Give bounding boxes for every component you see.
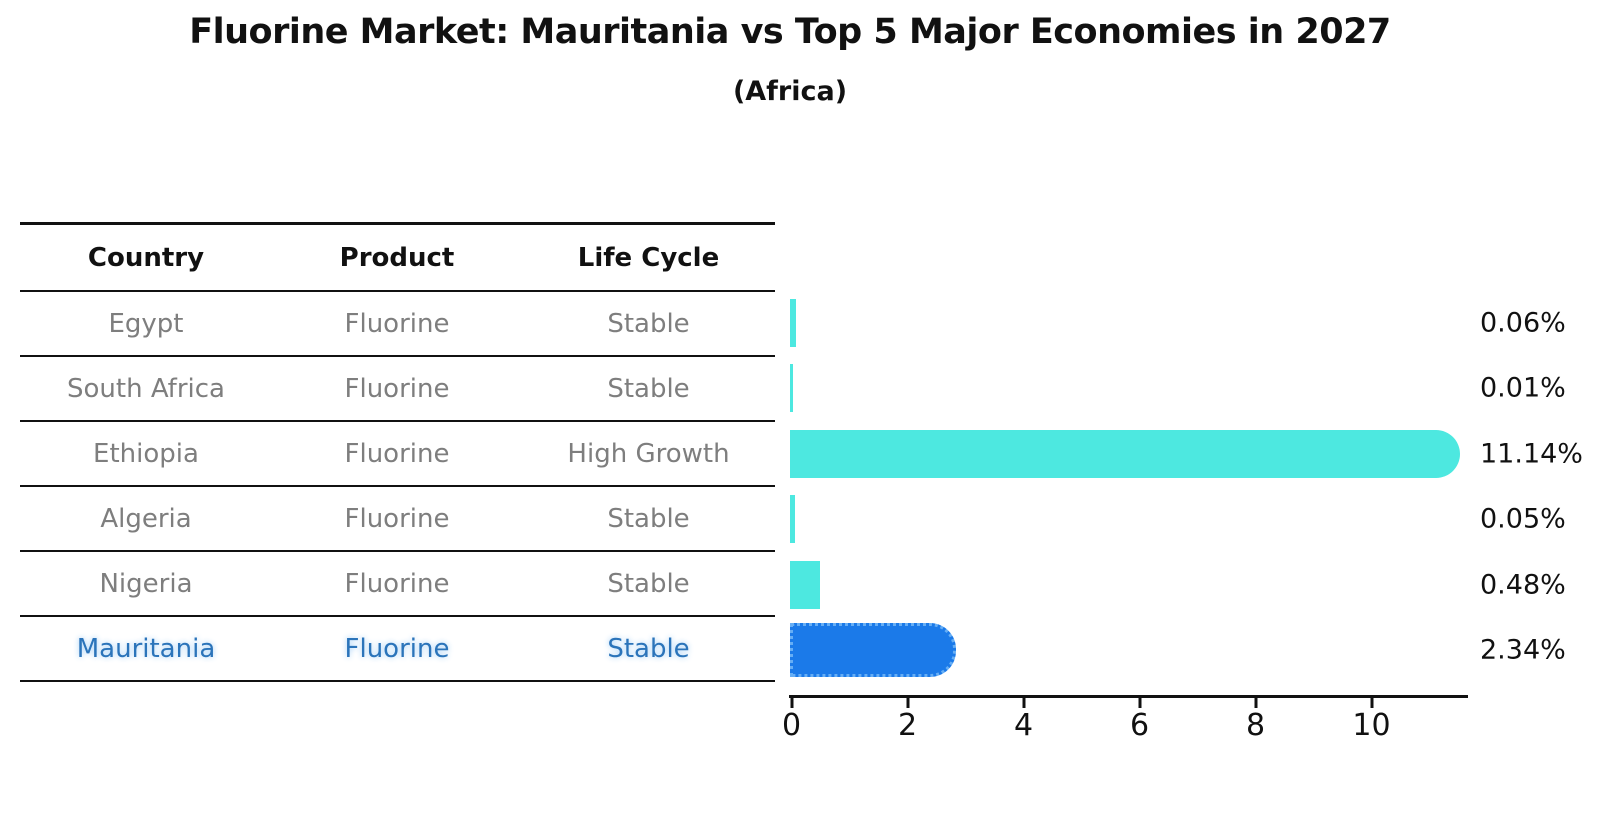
cell-life-cycle: Stable <box>607 568 690 599</box>
cell-country: Egypt <box>108 308 184 339</box>
cell-product: Fluorine <box>344 438 450 469</box>
x-tick-6 <box>1138 698 1141 708</box>
cell-product: Fluorine <box>344 633 450 664</box>
x-tick-0 <box>790 698 793 708</box>
x-tick-10 <box>1370 698 1373 708</box>
x-tick-label-10: 10 <box>1352 708 1391 743</box>
x-tick-label-6: 6 <box>1129 708 1150 743</box>
cell-country: Algeria <box>100 503 192 534</box>
table-row-south-africa: South Africa Fluorine Stable <box>20 357 775 422</box>
table-header-country: Country <box>87 242 205 273</box>
bar-south-africa <box>790 364 794 413</box>
value-label-egypt: 0.06% <box>1480 307 1566 339</box>
table-header-product: Product <box>339 242 455 273</box>
cell-country: Nigeria <box>99 568 193 599</box>
bar-nigeria <box>790 560 821 609</box>
x-tick-4 <box>1022 698 1025 708</box>
cell-life-cycle: Stable <box>607 308 690 339</box>
x-axis-line <box>789 695 1468 698</box>
cell-life-cycle: Stable <box>607 373 690 404</box>
x-tick-label-8: 8 <box>1245 708 1266 743</box>
chart-title: Fluorine Market: Mauritania vs Top 5 Maj… <box>189 12 1391 52</box>
cell-product: Fluorine <box>344 308 450 339</box>
cell-country: Ethiopia <box>93 438 199 469</box>
x-tick-8 <box>1254 698 1257 708</box>
cell-country: Mauritania <box>76 633 216 664</box>
x-tick-2 <box>906 698 909 708</box>
x-tick-label-0: 0 <box>781 708 802 743</box>
country-table: Country Product Life Cycle Egypt Fluorine… <box>20 222 775 682</box>
table-row-egypt: Egypt Fluorine Stable <box>20 292 775 357</box>
table-row-algeria: Algeria Fluorine Stable <box>20 487 775 552</box>
bar-egypt <box>790 298 796 347</box>
bar-algeria <box>790 495 796 544</box>
cell-country: South Africa <box>67 373 225 404</box>
cell-product: Fluorine <box>344 373 450 404</box>
x-tick-label-4: 4 <box>1013 708 1034 743</box>
bar-ethiopia <box>790 429 1461 478</box>
table-body: Egypt Fluorine Stable South Africa Fluorine S… <box>20 292 775 682</box>
cell-product: Fluorine <box>344 503 450 534</box>
value-label-south-africa: 0.01% <box>1480 372 1566 404</box>
cell-product: Fluorine <box>344 568 450 599</box>
value-label-ethiopia: 11.14% <box>1480 438 1583 470</box>
x-tick-label-2: 2 <box>897 708 918 743</box>
cell-life-cycle: Stable <box>607 633 690 664</box>
chart-subtitle: (Africa) <box>732 76 848 107</box>
table-row-ethiopia: Ethiopia Fluorine High Growth <box>20 422 775 487</box>
table-header-row: Country Product Life Cycle <box>20 225 775 292</box>
value-label-algeria: 0.05% <box>1480 503 1566 535</box>
cell-life-cycle: High Growth <box>567 438 730 469</box>
table-row-mauritania: Mauritania Fluorine Stable <box>20 617 775 682</box>
value-label-mauritania: 2.34% <box>1480 634 1566 666</box>
cell-life-cycle: Stable <box>607 503 690 534</box>
value-label-nigeria: 0.48% <box>1480 569 1566 601</box>
table-header-lifecycle: Life Cycle <box>577 242 720 273</box>
bar-mauritania <box>790 623 956 678</box>
table-row-nigeria: Nigeria Fluorine Stable <box>20 552 775 617</box>
